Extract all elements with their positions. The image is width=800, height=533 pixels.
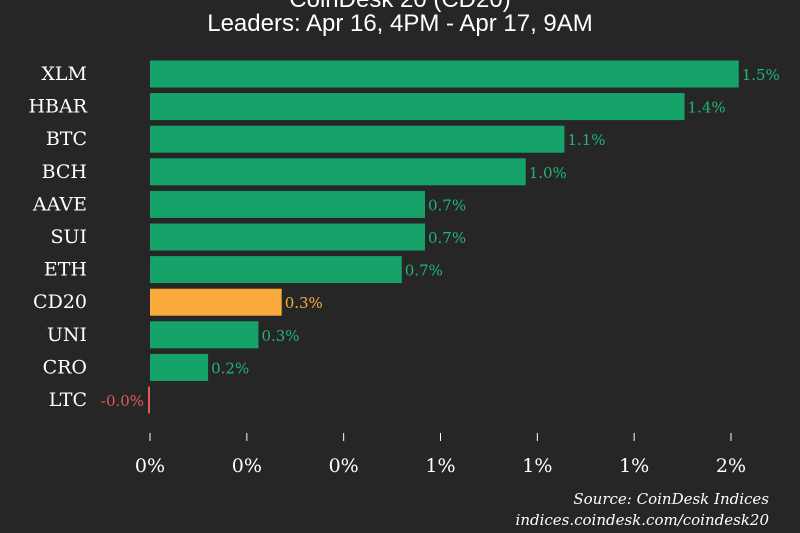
value-label: 0.3% bbox=[261, 327, 299, 345]
bar bbox=[150, 60, 739, 88]
chart-title: CoinDesk 20 (CD20) bbox=[0, 0, 800, 14]
bar bbox=[150, 256, 402, 284]
bar bbox=[150, 125, 565, 153]
value-label: -0.0% bbox=[101, 392, 144, 410]
value-label: 1.4% bbox=[688, 99, 726, 117]
bar bbox=[150, 353, 209, 381]
value-label: 0.2% bbox=[211, 359, 249, 377]
x-tick-label: 0% bbox=[329, 455, 359, 477]
value-label: 0.7% bbox=[428, 196, 466, 214]
value-label: 1.0% bbox=[529, 164, 567, 182]
x-tick-label: 1% bbox=[619, 455, 649, 477]
category-label: AAVE bbox=[32, 193, 87, 215]
category-label: SUI bbox=[50, 226, 87, 248]
value-label: 1.1% bbox=[567, 131, 605, 149]
category-label: XLM bbox=[41, 63, 87, 85]
source-url: indices.coindesk.com/coindesk20 bbox=[515, 511, 769, 529]
category-label: BTC bbox=[46, 128, 87, 150]
bar bbox=[150, 288, 282, 316]
x-tick-label: 1% bbox=[425, 455, 455, 477]
category-label: HBAR bbox=[28, 96, 87, 118]
category-label: LTC bbox=[49, 389, 87, 411]
category-label: BCH bbox=[42, 161, 87, 183]
category-label: ETH bbox=[44, 259, 87, 281]
bar bbox=[150, 321, 259, 349]
category-label: CRO bbox=[43, 356, 87, 378]
x-tick-label: 1% bbox=[522, 455, 552, 477]
x-tick-label: 2% bbox=[716, 455, 746, 477]
bar bbox=[150, 223, 426, 251]
bar bbox=[150, 158, 526, 186]
value-label: 0.7% bbox=[428, 229, 466, 247]
category-label: CD20 bbox=[33, 291, 87, 313]
value-label: 0.7% bbox=[405, 262, 443, 280]
category-label: UNI bbox=[47, 324, 87, 346]
bar bbox=[150, 93, 685, 121]
bar bbox=[150, 190, 426, 218]
bar bbox=[148, 386, 150, 414]
source-line: Source: CoinDesk Indices bbox=[573, 490, 769, 508]
value-label: 1.5% bbox=[742, 66, 780, 84]
x-tick-label: 0% bbox=[135, 455, 165, 477]
chart-subtitle: Leaders: Apr 16, 4PM - Apr 17, 9AM bbox=[207, 10, 593, 37]
value-label: 0.3% bbox=[285, 294, 323, 312]
x-tick-label: 0% bbox=[232, 455, 262, 477]
